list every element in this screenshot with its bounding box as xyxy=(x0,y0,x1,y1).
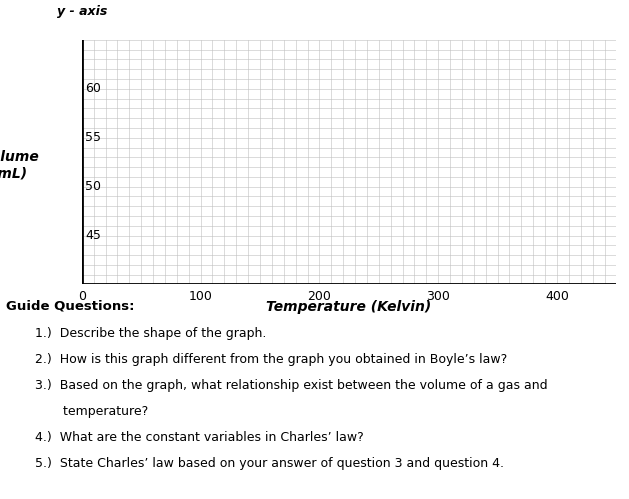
Text: 1.)  Describe the shape of the graph.: 1.) Describe the shape of the graph. xyxy=(19,327,266,340)
Text: 4.)  What are the constant variables in Charles’ law?: 4.) What are the constant variables in C… xyxy=(19,431,364,444)
Text: y - axis: y - axis xyxy=(57,5,107,18)
Text: 2.)  How is this graph different from the graph you obtained in Boyle’s law?: 2.) How is this graph different from the… xyxy=(19,353,507,366)
Text: 5.)  State Charles’ law based on your answer of question 3 and question 4.: 5.) State Charles’ law based on your ans… xyxy=(19,457,504,470)
Text: 3.)  Based on the graph, what relationship exist between the volume of a gas and: 3.) Based on the graph, what relationshi… xyxy=(19,379,547,392)
Text: 300: 300 xyxy=(426,290,450,303)
Text: 200: 200 xyxy=(308,290,331,303)
Text: 60: 60 xyxy=(86,82,101,95)
X-axis label: Temperature (Kelvin): Temperature (Kelvin) xyxy=(267,300,431,314)
Text: (mL): (mL) xyxy=(0,167,28,181)
Text: 55: 55 xyxy=(86,131,101,144)
Text: 45: 45 xyxy=(86,229,101,242)
Text: 0: 0 xyxy=(78,290,86,303)
Text: Volume: Volume xyxy=(0,150,40,164)
Text: 400: 400 xyxy=(545,290,569,303)
Text: 50: 50 xyxy=(86,180,101,193)
Text: temperature?: temperature? xyxy=(19,405,148,418)
Text: Guide Questions:: Guide Questions: xyxy=(6,299,135,312)
Text: 100: 100 xyxy=(189,290,213,303)
